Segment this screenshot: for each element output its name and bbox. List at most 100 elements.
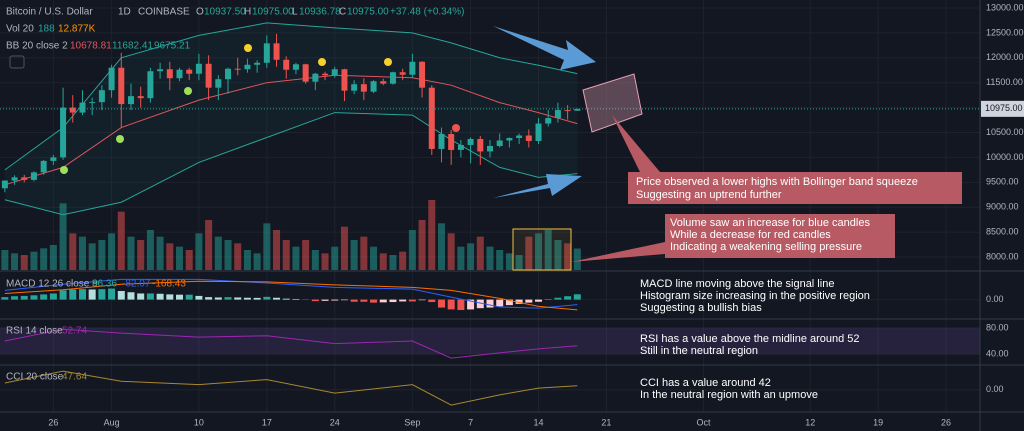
candle-body <box>89 102 96 104</box>
volume-bar <box>88 243 96 270</box>
macd-line <box>4 278 578 309</box>
volume-bar <box>30 251 38 270</box>
x-tick-label: Oct <box>696 417 711 427</box>
bb-lower <box>4 112 578 216</box>
candle-body <box>108 67 115 91</box>
candle-body <box>467 138 474 145</box>
histogram-bar <box>360 299 368 302</box>
signal-dot <box>116 135 124 143</box>
candle-body <box>525 135 532 141</box>
x-tick-label: 14 <box>534 417 544 427</box>
volume-bar <box>243 250 251 270</box>
candle-body <box>516 135 523 138</box>
y-tick-label: 12000.00 <box>986 52 1024 62</box>
macd-legend: 86.36 <box>92 279 117 290</box>
volume-bar <box>437 223 445 270</box>
histogram-bar <box>69 289 77 300</box>
annotation: RSI has a value above the midline around… <box>640 333 860 345</box>
volume-bar <box>525 236 533 270</box>
volume-bar <box>253 253 261 270</box>
x-tick-label: 24 <box>330 417 340 427</box>
annotation: Suggesting an uptrend further <box>636 189 782 201</box>
candle-body <box>186 69 193 74</box>
candle-body <box>389 72 396 84</box>
volume-bar <box>389 255 397 270</box>
volume-bar <box>311 250 319 270</box>
histogram-bar <box>40 294 48 300</box>
callout <box>628 172 962 204</box>
x-tick-label: 12 <box>805 417 815 427</box>
signal-dot <box>318 58 326 66</box>
volume-bar <box>360 236 368 270</box>
annotation: Indicating a weakening selling pressure <box>670 241 862 253</box>
candle-body <box>341 69 348 91</box>
candle-body <box>215 79 222 88</box>
histogram-bar <box>88 289 96 300</box>
x-tick-label: Sep <box>404 417 420 427</box>
volume-bar <box>214 236 222 270</box>
ohlc-value: 10937.50 <box>204 7 246 18</box>
candle-body <box>157 69 164 72</box>
histogram-bar <box>535 299 543 302</box>
collapse-button[interactable] <box>9 55 25 69</box>
candle-body <box>21 177 28 180</box>
histogram-bar <box>243 297 251 300</box>
annotation: Histogram size increasing in the positiv… <box>640 290 870 302</box>
histogram-bar <box>127 292 135 300</box>
ohlc-label: O <box>196 7 204 18</box>
volume-bar <box>40 248 48 270</box>
x-tick-label: 26 <box>941 417 951 427</box>
volume-bar <box>457 246 465 270</box>
candle-body <box>127 96 134 105</box>
volume-bar <box>486 246 494 270</box>
volume-bar <box>11 253 19 270</box>
histogram-bar <box>331 299 339 301</box>
candle-body <box>263 43 270 63</box>
volume-bar <box>108 233 116 270</box>
ohlc-label: C <box>339 7 346 18</box>
macd-legend: -168.43 <box>152 279 186 290</box>
y-tick-label: 10000.00 <box>986 152 1024 162</box>
annotation: Suggesting a bullish bias <box>640 302 762 314</box>
candle-body <box>496 140 503 146</box>
volume-bar <box>350 240 358 270</box>
signal-dot <box>184 87 192 95</box>
volume-bar <box>467 243 475 270</box>
volume-bar <box>331 246 339 270</box>
histogram-bar <box>78 289 86 300</box>
volume-bar <box>98 240 106 270</box>
ohlc-value: 10936.78 <box>299 7 341 18</box>
volume-bar <box>505 253 513 270</box>
last-price-label: 10975.00 <box>985 103 1023 113</box>
volume-bar <box>156 236 164 270</box>
exchange: COINBASE <box>138 7 190 18</box>
candle-body <box>118 67 125 105</box>
histogram-bar <box>195 295 203 300</box>
histogram-bar <box>496 299 504 307</box>
volume-bar <box>370 246 378 270</box>
x-tick-label: Aug <box>104 417 120 427</box>
volume-bar <box>234 243 242 270</box>
histogram-bar <box>554 297 562 300</box>
histogram-bar <box>515 299 523 304</box>
bb-upper <box>4 22 578 171</box>
histogram-bar <box>311 299 319 302</box>
volume-bar <box>282 240 290 270</box>
candle-body <box>487 145 493 152</box>
histogram-bar <box>486 299 494 308</box>
volume-bar <box>146 230 154 270</box>
y-tick-label: 8500.00 <box>986 227 1019 237</box>
signal-dot <box>384 58 392 66</box>
y-tick-label: 10500.00 <box>986 127 1024 137</box>
histogram-bar <box>467 299 475 310</box>
x-tick-label: 21 <box>601 417 611 427</box>
candle-body <box>30 172 37 180</box>
histogram-bar <box>370 299 378 303</box>
candle-body <box>234 68 241 70</box>
candle-body <box>535 123 542 141</box>
ohlc-value: 10975.00 <box>347 7 389 18</box>
volume-bar <box>166 243 174 270</box>
signal-dot <box>60 166 68 174</box>
candle-body <box>331 69 338 76</box>
